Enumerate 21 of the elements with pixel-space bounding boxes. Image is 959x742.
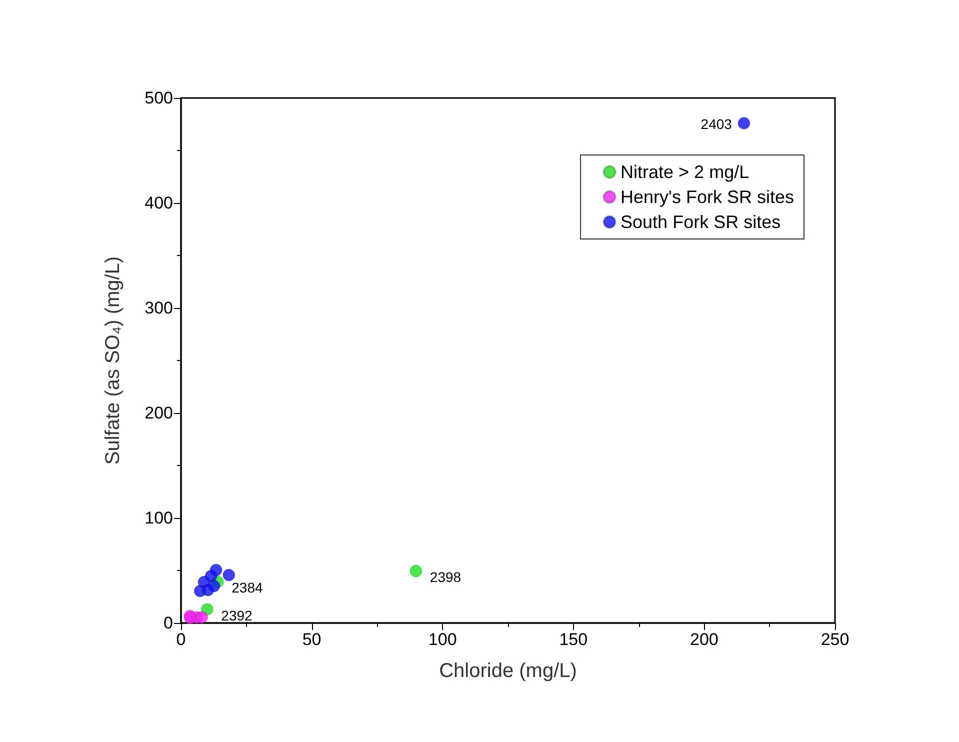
x-tick-label: 50: [302, 630, 322, 649]
annotation: 2398: [430, 569, 462, 586]
x-tick-label: 200: [690, 630, 718, 649]
x-tick-label: 100: [428, 630, 457, 649]
y-tick-label: 200: [144, 404, 173, 422]
y-tick-label: 100: [144, 508, 173, 528]
annotation: 2403: [700, 116, 732, 132]
x-tick-label: 150: [559, 630, 588, 649]
annotation: 2392: [221, 607, 253, 624]
legend-label: South Fork SR sites: [620, 212, 781, 232]
y-axis-title: Sulfate (as SO₄) (mg/L): [102, 256, 124, 465]
y-tick-label: 0: [164, 614, 173, 632]
x-axis-title: Chloride (mg/L): [439, 660, 577, 682]
legend-label: Henry's Fork SR sites: [620, 187, 794, 207]
legend-label: Nitrate > 2 mg/L: [620, 162, 750, 182]
y-tick-label: 300: [144, 298, 173, 318]
y-tick-label: 500: [144, 88, 173, 108]
y-tick-label: 400: [144, 194, 173, 212]
x-tick-label: 0: [176, 630, 186, 649]
x-tick-label: 250: [820, 630, 850, 649]
annotation: 2384: [232, 580, 263, 596]
